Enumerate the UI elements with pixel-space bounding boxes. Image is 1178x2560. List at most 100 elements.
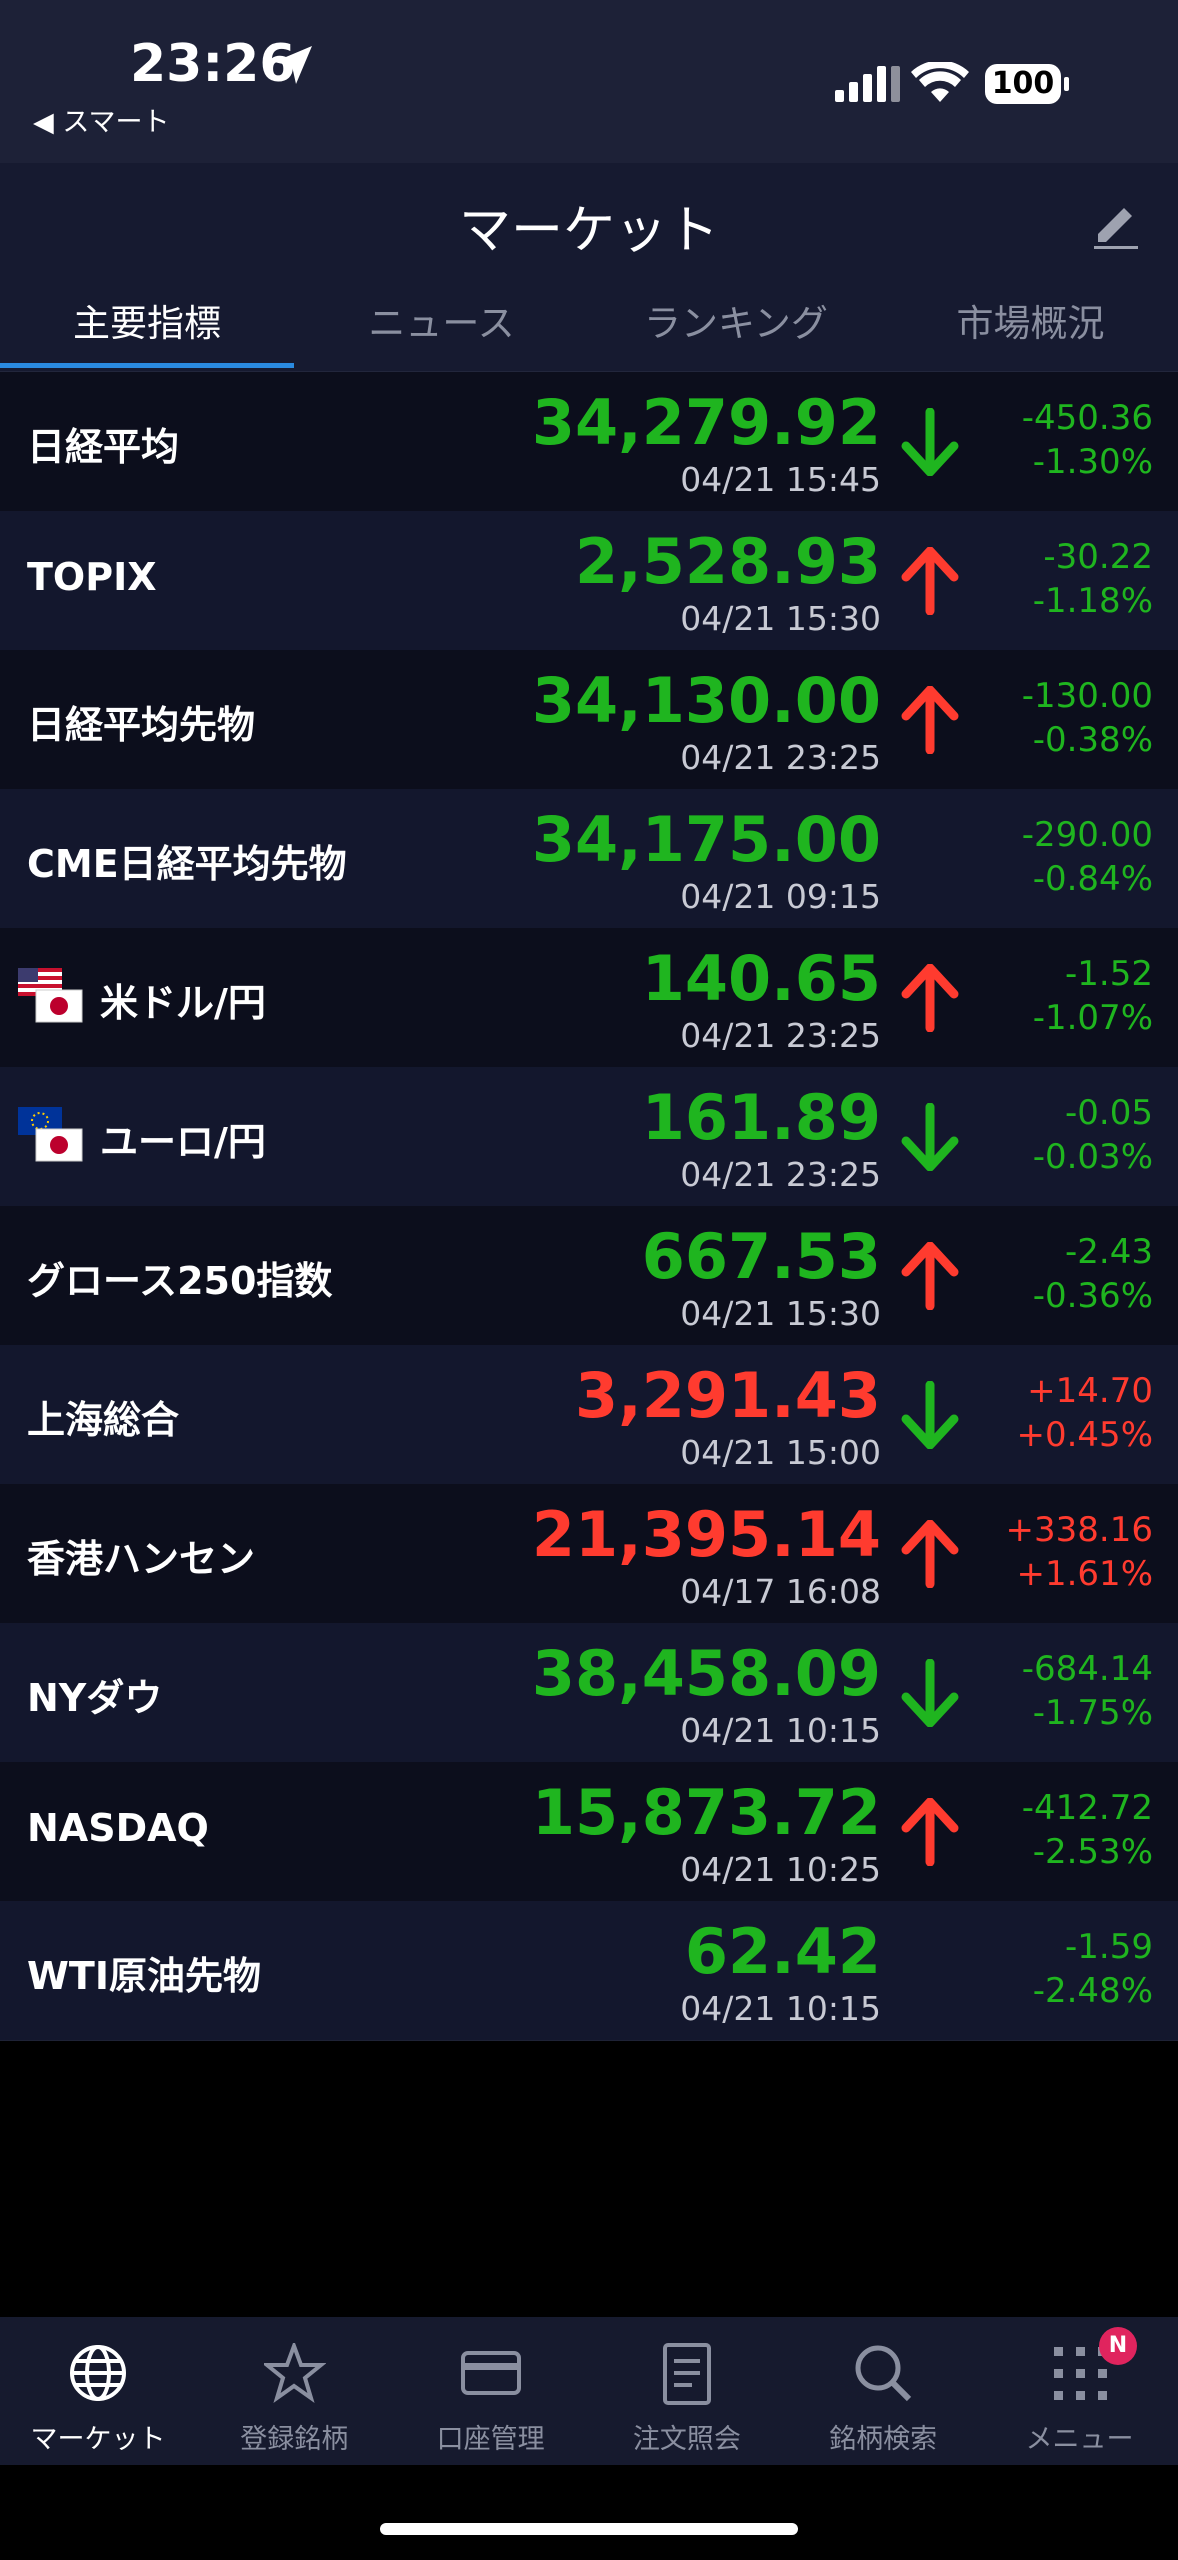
change-percent: -2.53% bbox=[1032, 1832, 1153, 1872]
price: 161.89 bbox=[641, 1081, 881, 1154]
nav-item[interactable]: 登録銘柄 bbox=[196, 2317, 392, 2465]
change-percent: -0.36% bbox=[1032, 1276, 1153, 1316]
arrow-up bbox=[900, 546, 960, 619]
price: 38,458.09 bbox=[531, 1637, 881, 1710]
arrow-up bbox=[900, 1797, 960, 1870]
market-row[interactable]: NASDAQ 15,873.72 04/21 10:25 -412.72 -2.53% bbox=[0, 1762, 1178, 1902]
change-percent: +1.61% bbox=[1016, 1554, 1154, 1594]
tab[interactable]: 主要指標 bbox=[73, 302, 221, 345]
nav-icon bbox=[460, 2343, 523, 2409]
flag-icon bbox=[18, 968, 84, 1032]
market-row[interactable]: 米ドル/円 140.65 04/21 23:25 -1.52 -1.07% bbox=[0, 928, 1178, 1068]
badge: N bbox=[1099, 2327, 1137, 2365]
arrow-down bbox=[900, 1658, 960, 1731]
name: 米ドル/円 bbox=[100, 981, 266, 1025]
battery: 100 bbox=[991, 66, 1055, 101]
arrow-down bbox=[900, 407, 960, 480]
nav-item[interactable]: メニュー bbox=[982, 2317, 1178, 2465]
price: 34,175.00 bbox=[531, 803, 881, 876]
market-row[interactable]: WTI原油先物 62.42 04/21 10:15 -1.59 -2.48% bbox=[0, 1901, 1178, 2041]
nav-label: マーケット bbox=[30, 2424, 166, 2455]
change: +338.16 bbox=[1005, 1510, 1153, 1550]
arrow-up bbox=[900, 1241, 960, 1314]
name: 上海総合 bbox=[27, 1398, 180, 1442]
location-icon bbox=[274, 46, 312, 84]
change: -290.00 bbox=[1021, 815, 1153, 855]
date: 04/21 23:25 bbox=[680, 738, 881, 777]
tab[interactable]: 市場概況 bbox=[956, 302, 1105, 345]
price: 3,291.43 bbox=[575, 1359, 881, 1432]
change: -412.72 bbox=[1021, 1788, 1153, 1828]
date: 04/21 23:25 bbox=[680, 1155, 881, 1194]
nav-item[interactable]: 口座管理 bbox=[393, 2317, 589, 2465]
arrow-down bbox=[900, 1102, 960, 1175]
change: -1.59 bbox=[1065, 1927, 1153, 1967]
change-percent: -0.03% bbox=[1032, 1137, 1153, 1177]
arrow-up bbox=[900, 963, 960, 1036]
market-row[interactable]: ユーロ/円 161.89 04/21 23:25 -0.05 -0.03% bbox=[0, 1067, 1178, 1207]
date: 04/21 10:15 bbox=[680, 1711, 881, 1750]
change-percent: -1.18% bbox=[1032, 581, 1153, 621]
market-row[interactable]: 上海総合 3,291.43 04/21 15:00 +14.70 +0.45% bbox=[0, 1345, 1178, 1485]
change-percent: +0.45% bbox=[1016, 1415, 1154, 1455]
home-indicator bbox=[380, 2523, 798, 2535]
change-percent: -1.07% bbox=[1032, 998, 1153, 1038]
market-row[interactable]: グロース250指数 667.53 04/21 15:30 -2.43 -0.36% bbox=[0, 1206, 1178, 1346]
market-row[interactable]: TOPIX 2,528.93 04/21 15:30 -30.22 -1.18% bbox=[0, 511, 1178, 651]
title: マーケット bbox=[458, 201, 719, 261]
price: 15,873.72 bbox=[531, 1776, 881, 1849]
name: 日経平均先物 bbox=[27, 703, 256, 747]
change: +14.70 bbox=[1027, 1371, 1153, 1411]
name: 日経平均 bbox=[27, 425, 180, 469]
change-percent: -2.48% bbox=[1032, 1971, 1153, 2011]
tab[interactable]: ランキング bbox=[644, 302, 828, 345]
nav-icon bbox=[261, 2340, 327, 2409]
price: 34,130.00 bbox=[531, 664, 881, 737]
price: 140.65 bbox=[641, 942, 881, 1015]
back-link[interactable]: ◀ スマート bbox=[33, 107, 170, 138]
flag-icon bbox=[18, 1107, 84, 1171]
date: 04/21 23:25 bbox=[680, 1016, 881, 1055]
nav-item[interactable]: 銘柄検索 bbox=[785, 2317, 981, 2465]
market-row[interactable]: 日経平均 34,279.92 04/21 15:45 -450.36 -1.30% bbox=[0, 372, 1178, 512]
nav-label: メニュー bbox=[1025, 2424, 1134, 2455]
price: 62.42 bbox=[684, 1915, 881, 1988]
market-row[interactable]: CME日経平均先物 34,175.00 04/21 09:15 -290.00 -0.8… bbox=[0, 789, 1178, 929]
edit-button[interactable] bbox=[1090, 198, 1142, 250]
change-percent: -1.75% bbox=[1032, 1693, 1153, 1733]
time: 23:26 bbox=[130, 34, 296, 94]
change: -30.22 bbox=[1043, 537, 1153, 577]
market-row[interactable]: 香港ハンセン 21,395.14 04/17 16:08 +338.16 +1.61% bbox=[0, 1484, 1178, 1624]
tab-indicator bbox=[0, 363, 294, 368]
name: WTI原油先物 bbox=[27, 1954, 261, 1998]
change: -1.52 bbox=[1065, 954, 1153, 994]
market-row[interactable]: 日経平均先物 34,130.00 04/21 23:25 -130.00 -0.38% bbox=[0, 650, 1178, 790]
market-row[interactable]: NYダウ 38,458.09 04/21 10:15 -684.14 -1.75% bbox=[0, 1623, 1178, 1763]
name: 香港ハンセン bbox=[27, 1537, 256, 1581]
name: TOPIX bbox=[27, 555, 157, 599]
arrow-up bbox=[900, 685, 960, 758]
change-percent: -0.84% bbox=[1032, 859, 1153, 899]
nav-label: 注文照会 bbox=[632, 2424, 741, 2455]
status-bar: 23:26 ◀ スマート 100 bbox=[0, 0, 1178, 163]
price: 34,279.92 bbox=[531, 386, 881, 459]
header: マーケット 主要指標 ニュース ランキング 市場概況 bbox=[0, 163, 1178, 373]
nav-icon bbox=[657, 2343, 719, 2409]
nav-label: 銘柄検索 bbox=[829, 2424, 938, 2455]
change: -684.14 bbox=[1021, 1649, 1153, 1689]
name: NASDAQ bbox=[27, 1806, 209, 1850]
nav-icon bbox=[68, 2343, 130, 2409]
tab[interactable]: ニュース bbox=[368, 302, 515, 345]
date: 04/21 15:30 bbox=[680, 599, 881, 638]
name: CME日経平均先物 bbox=[27, 842, 347, 886]
change-percent: -0.38% bbox=[1032, 720, 1153, 760]
arrow-down bbox=[900, 1380, 960, 1453]
change: -2.43 bbox=[1065, 1232, 1153, 1272]
change: -130.00 bbox=[1021, 676, 1153, 716]
date: 04/21 09:15 bbox=[680, 877, 881, 916]
name: ユーロ/円 bbox=[100, 1120, 266, 1164]
change: -450.36 bbox=[1021, 398, 1153, 438]
nav-item[interactable]: マーケット bbox=[0, 2317, 196, 2465]
nav-item[interactable]: 注文照会 bbox=[589, 2317, 785, 2465]
